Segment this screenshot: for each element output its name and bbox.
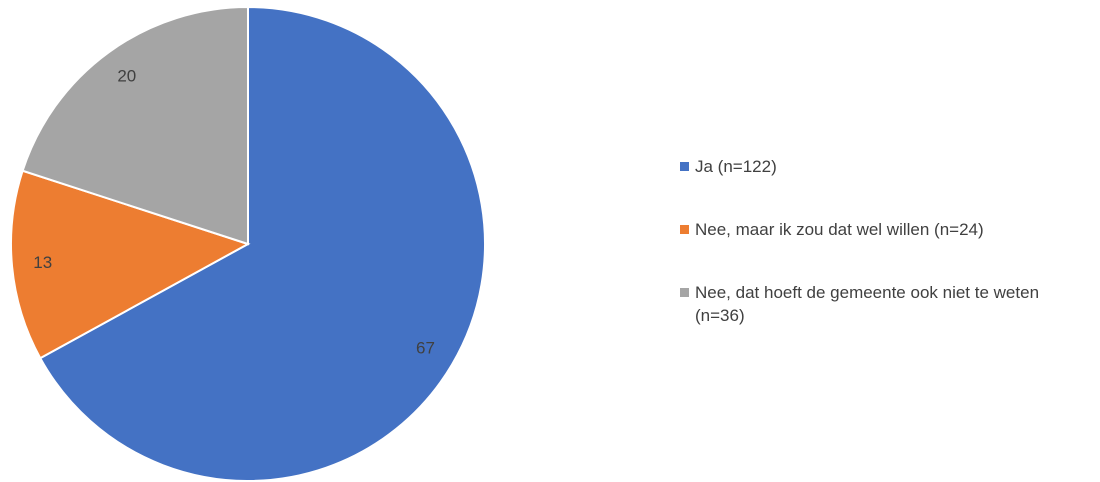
chart: 67 13 20 [10,5,486,482]
legend-swatch [680,288,689,297]
data-label: 20 [117,67,136,86]
legend: Ja (n=122) Nee, maar ik zou dat wel wille… [680,0,1090,482]
legend-entry: Nee, maar ik zou dat wel willen (n=24) [680,218,1090,241]
data-label: 67 [416,338,435,357]
legend-swatch [680,225,689,234]
pie-slice [21,5,249,246]
legend-swatch [680,162,689,171]
legend-label: Nee, dat hoeft de gemeente ook niet te w… [695,283,1040,325]
legend-label: Nee, maar ik zou dat wel willen (n=24) [695,220,984,239]
data-label: 13 [33,253,52,272]
pie-slice [38,5,486,482]
legend-entry: Ja (n=122) [680,155,1090,178]
pie-slice [10,169,251,360]
legend-entry: Nee, dat hoeft de gemeente ook niet te w… [680,281,1090,327]
legend-label: Ja (n=122) [695,157,777,176]
